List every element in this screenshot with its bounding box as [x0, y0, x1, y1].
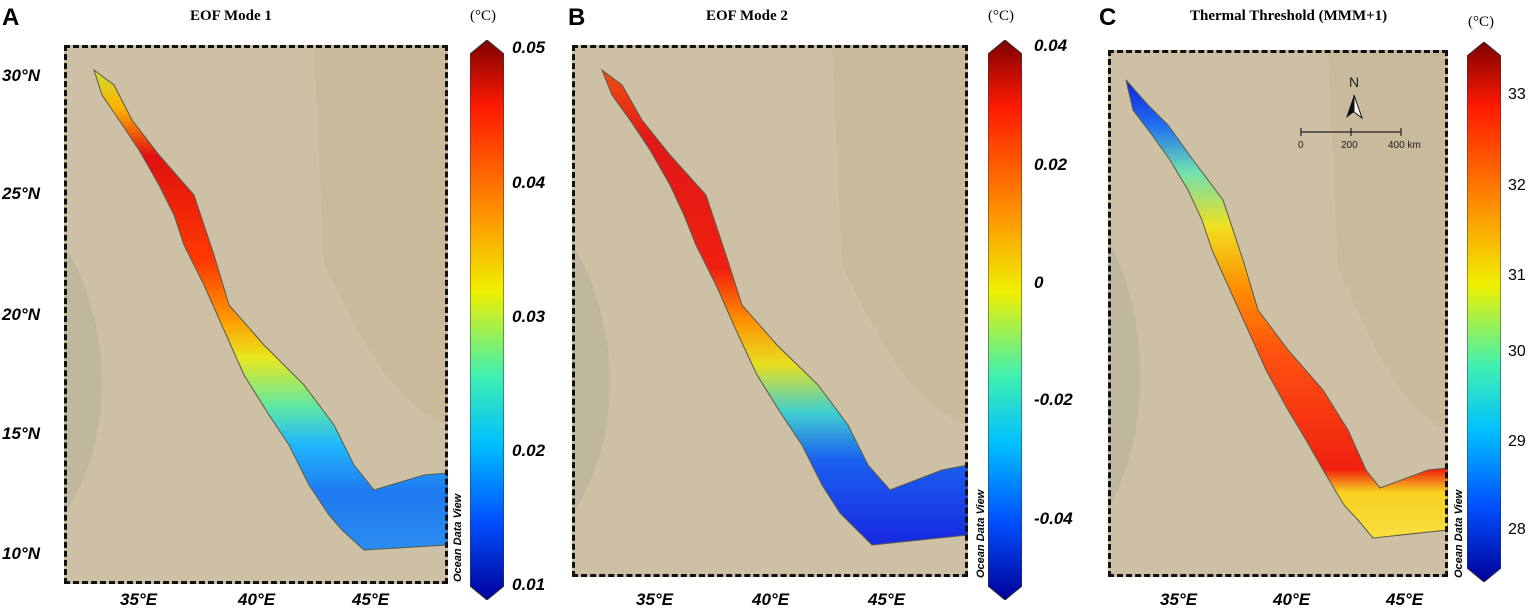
- panel-a-lat-30: 30°N: [2, 66, 40, 85]
- panel-a-lat-20: 20°N: [2, 305, 40, 324]
- panel-b-letter: B: [568, 4, 586, 31]
- panel-b-tick-2: 0: [1034, 273, 1044, 292]
- panel-a-tick-0: 0.05: [512, 38, 546, 57]
- panel-c-tick-31: 31: [1508, 267, 1526, 284]
- panel-b-map: [572, 45, 968, 577]
- panel-a-colorbar: [470, 40, 504, 600]
- panel-c-letter: C: [1099, 4, 1117, 31]
- panel-a-map: [64, 45, 448, 584]
- panel-a-lon-40: 40°E: [238, 590, 276, 609]
- panel-c-scale-400: 400 km: [1388, 140, 1421, 151]
- panel-c-north-label: N: [1349, 74, 1360, 90]
- panel-b-lon-45: 45°E: [868, 590, 906, 609]
- panel-b-map-svg: [572, 45, 968, 577]
- panel-b-colorbar: [988, 40, 1022, 600]
- panel-a-title: EOF Mode 1: [190, 8, 272, 24]
- panel-c-title: Thermal Threshold (MMM+1): [1190, 8, 1388, 24]
- panel-a-odv-credit: Ocean Data View: [452, 493, 464, 582]
- panel-a-letter: A: [2, 4, 20, 31]
- panel-b-tick-4: -0.04: [1034, 509, 1073, 528]
- panel-c-colorbar: [1467, 42, 1501, 582]
- panel-c-north-arrow: [1346, 94, 1364, 120]
- panel-a-lon-45: 45°E: [352, 590, 390, 609]
- panel-c-lon-45: 45°E: [1386, 590, 1424, 609]
- panel-a-colorbar-unit: (°C): [470, 8, 496, 24]
- panel-a-lat-25: 25°N: [2, 184, 40, 203]
- panel-a-tick-2: 0.03: [512, 307, 546, 326]
- panel-c-lon-35: 35°E: [1160, 590, 1198, 609]
- panel-c-tick-28: 28: [1508, 521, 1526, 538]
- panel-b-colorbar-unit: (°C): [988, 8, 1014, 24]
- panel-b-tick-1: 0.02: [1034, 155, 1068, 174]
- panel-b-tick-0: 0.04: [1034, 36, 1068, 55]
- panel-a-lat-10: 10°N: [2, 544, 40, 563]
- panel-c-scale-0: 0: [1298, 140, 1304, 151]
- panel-a-tick-3: 0.02: [512, 441, 546, 460]
- panel-b-lon-35: 35°E: [636, 590, 674, 609]
- panel-b-title: EOF Mode 2: [706, 8, 788, 24]
- panel-c-map: [1108, 50, 1448, 577]
- panel-a-tick-1: 0.04: [512, 173, 546, 192]
- panel-c-tick-29: 29: [1508, 433, 1526, 450]
- panel-b-tick-3: -0.02: [1034, 390, 1073, 409]
- panel-c-colorbar-unit: (°C): [1468, 14, 1494, 30]
- panel-c-tick-33: 33: [1508, 86, 1526, 103]
- panel-a-tick-4: 0.01: [512, 575, 546, 594]
- panel-a-lon-35: 35°E: [120, 590, 158, 609]
- panel-b-lon-40: 40°E: [752, 590, 790, 609]
- panel-c-scale-200: 200: [1341, 140, 1358, 151]
- panel-a-lat-15: 15°N: [2, 424, 40, 443]
- panel-a-map-svg: [64, 45, 448, 584]
- panel-c-tick-32: 32: [1508, 177, 1526, 194]
- panel-c-tick-30: 30: [1508, 343, 1526, 360]
- panel-c-scale-bar: [1300, 128, 1402, 136]
- panel-c-lon-40: 40°E: [1273, 590, 1311, 609]
- panel-b-odv-credit: Ocean Data View: [975, 489, 987, 578]
- panel-c-odv-credit: Ocean Data View: [1453, 489, 1465, 578]
- panel-c-map-svg: [1108, 50, 1448, 577]
